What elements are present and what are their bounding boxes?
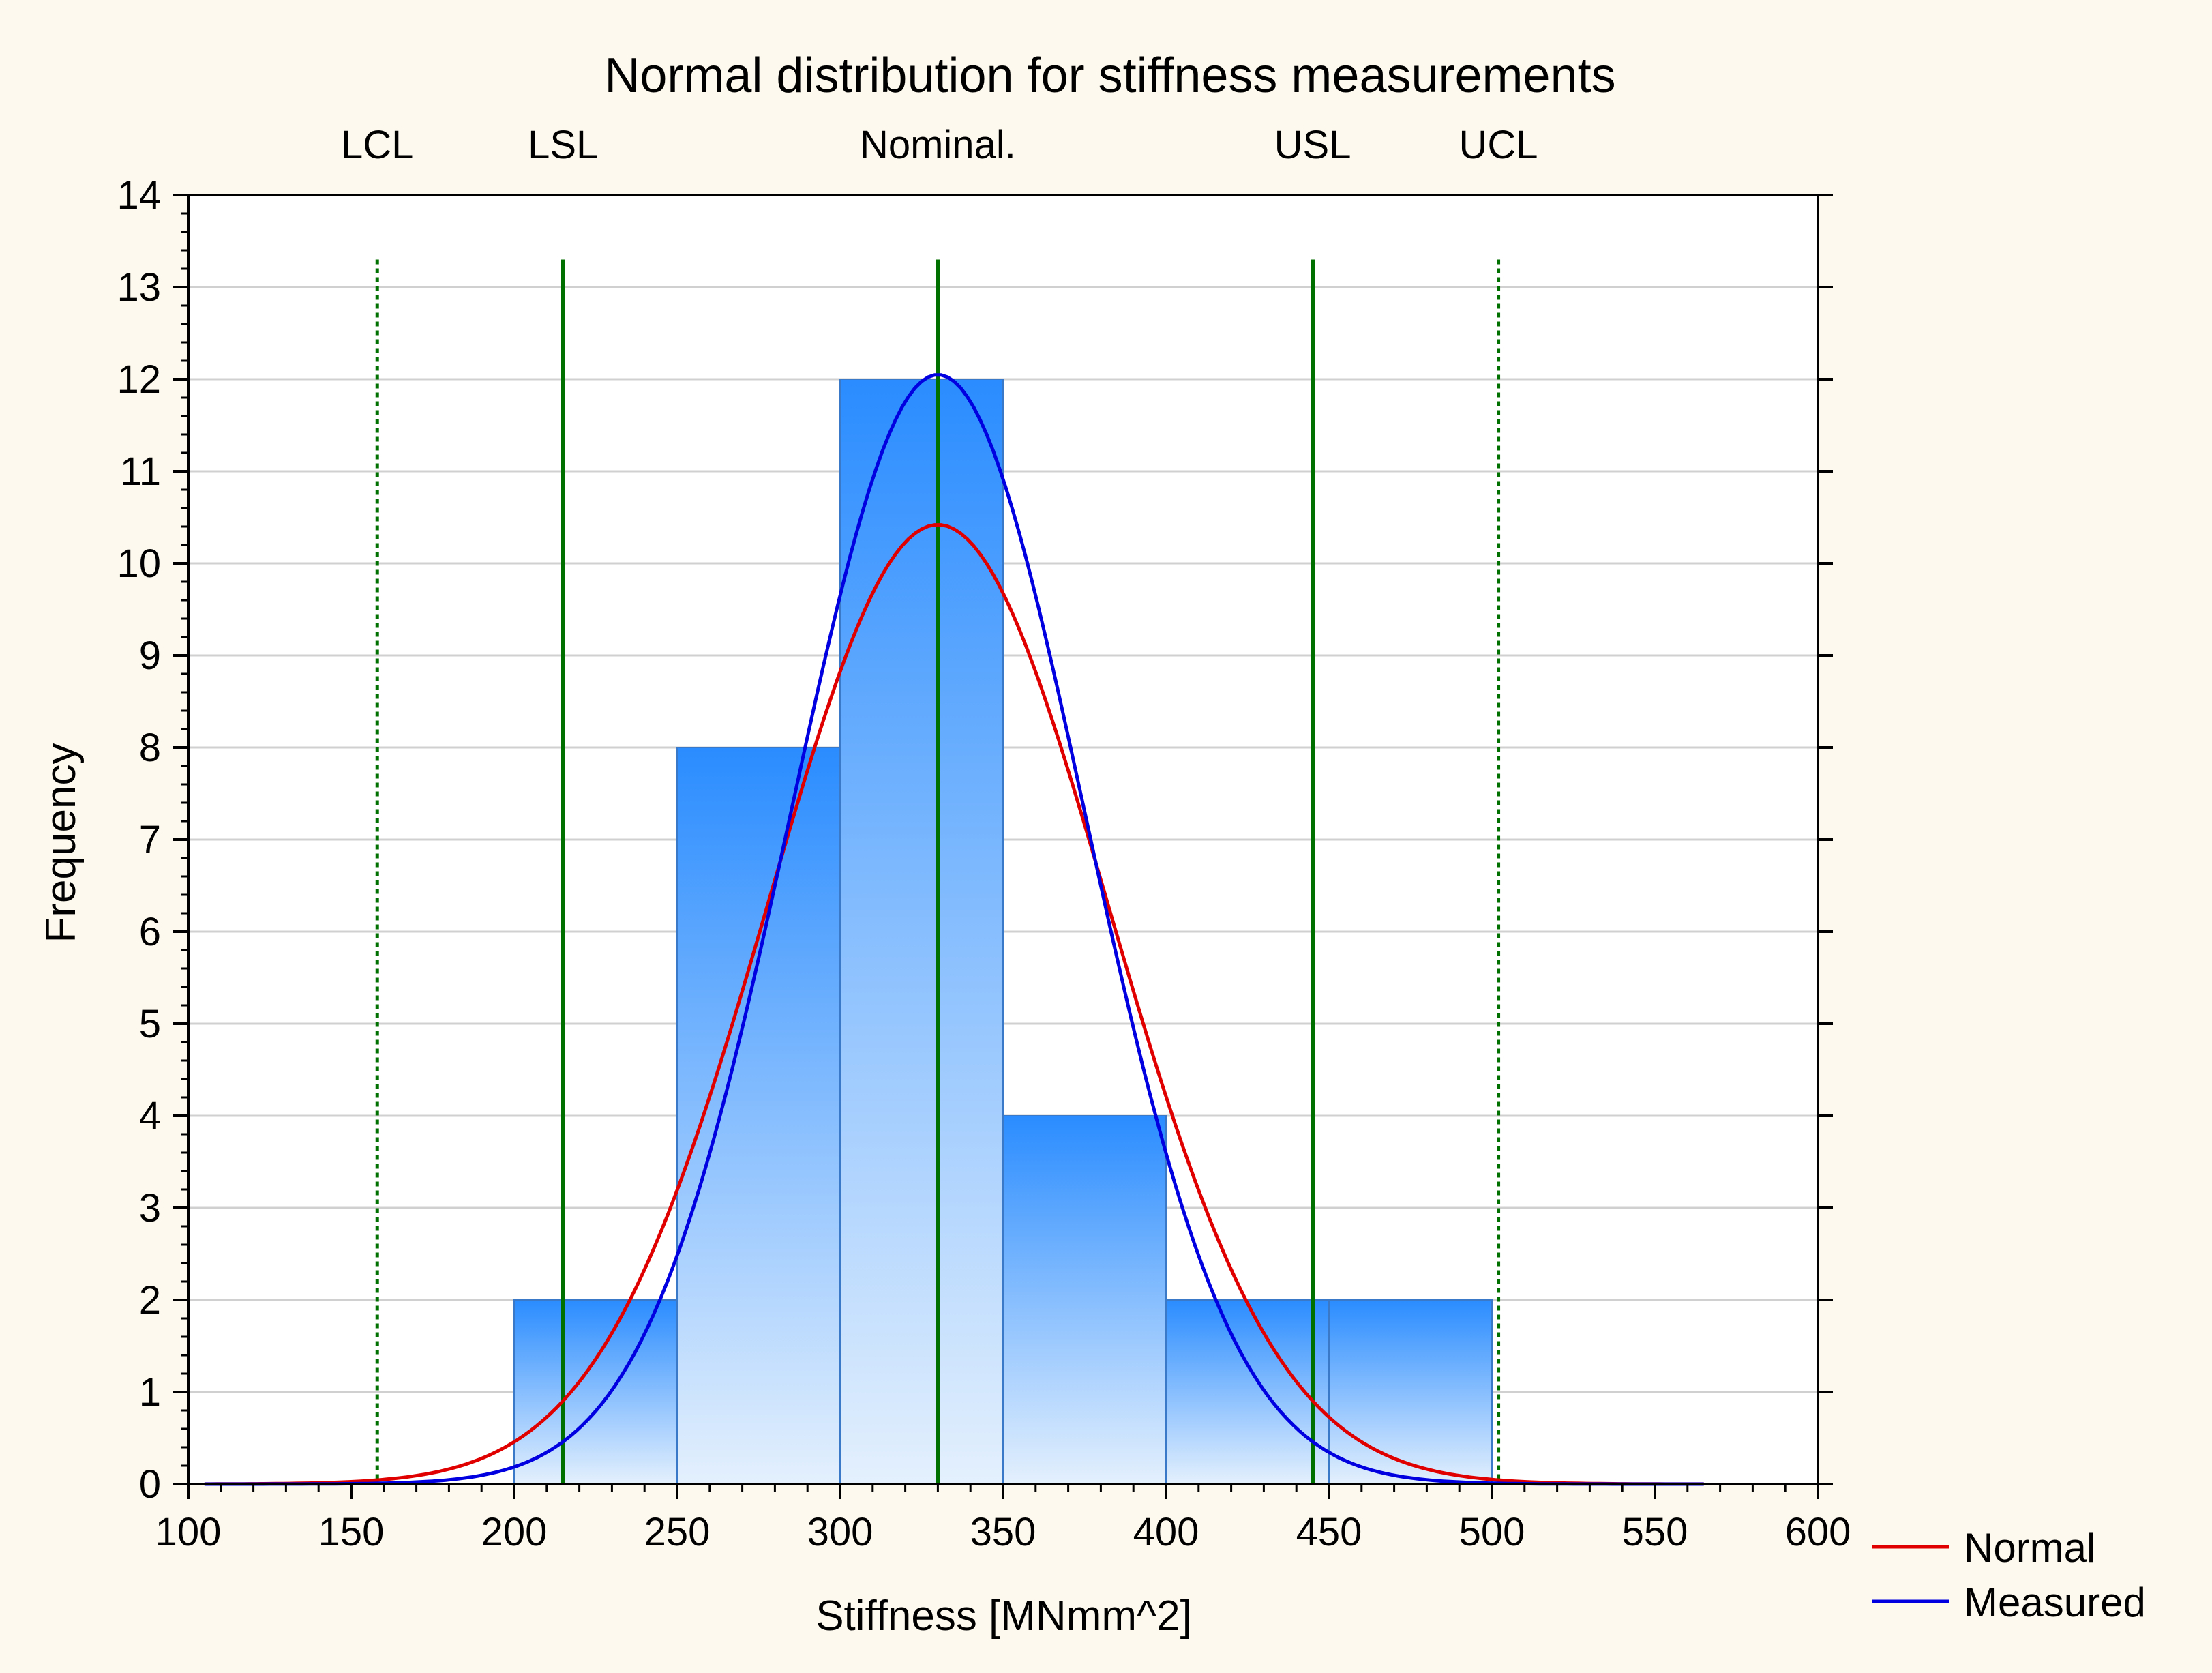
y-tick-label-0: 0 bbox=[139, 1462, 161, 1507]
y-tick-label-12: 12 bbox=[117, 357, 161, 402]
reference-label-ucl: UCL bbox=[1459, 123, 1538, 167]
x-tick-label-200: 200 bbox=[481, 1510, 548, 1554]
x-tick-label-500: 500 bbox=[1459, 1510, 1525, 1554]
x-tick-label-150: 150 bbox=[318, 1510, 385, 1554]
y-tick-label-14: 14 bbox=[117, 173, 161, 218]
axis-ticks bbox=[173, 194, 1833, 1499]
x-tick-label-250: 250 bbox=[644, 1510, 711, 1554]
legend-label-normal: Normal bbox=[1964, 1525, 2095, 1571]
y-tick-label-8: 8 bbox=[139, 726, 161, 770]
distribution-curves bbox=[204, 373, 1704, 1486]
y-tick-label-2: 2 bbox=[139, 1278, 161, 1322]
legend: Normal Measured bbox=[1872, 1525, 2146, 1625]
bar-300-350 bbox=[839, 379, 1004, 1485]
reference-lines bbox=[375, 259, 1501, 1484]
reference-label-lsl: LSL bbox=[528, 123, 598, 167]
y-tick-label-4: 4 bbox=[139, 1094, 161, 1138]
x-tick-label-300: 300 bbox=[807, 1510, 873, 1554]
y-tick-label-6: 6 bbox=[139, 910, 161, 954]
bar-400-450 bbox=[1165, 1299, 1330, 1485]
y-tick-label-9: 9 bbox=[139, 634, 161, 678]
y-tick-label-11: 11 bbox=[120, 449, 161, 494]
y-tick-label-10: 10 bbox=[117, 542, 161, 586]
y-tick-label-1: 1 bbox=[139, 1370, 161, 1415]
x-tick-label-600: 600 bbox=[1785, 1510, 1851, 1554]
y-tick-label-5: 5 bbox=[139, 1002, 161, 1046]
x-tick-label-100: 100 bbox=[155, 1510, 222, 1554]
curve-normal bbox=[204, 523, 1704, 1486]
bar-350-400 bbox=[1002, 1115, 1167, 1485]
y-tick-label-7: 7 bbox=[139, 818, 161, 862]
y-tick-label-13: 13 bbox=[117, 265, 161, 310]
reference-label-lcl: LCL bbox=[341, 123, 413, 167]
curve-measured bbox=[204, 373, 1704, 1486]
x-axis-label: Stiffness [MNmm^2] bbox=[816, 1593, 1192, 1640]
x-tick-label-550: 550 bbox=[1622, 1510, 1688, 1554]
x-tick-label-400: 400 bbox=[1133, 1510, 1199, 1554]
x-tick-label-350: 350 bbox=[970, 1510, 1036, 1554]
bar-450-500 bbox=[1328, 1299, 1493, 1485]
chart-title: Normal distribution for stiffness measur… bbox=[604, 48, 1615, 103]
y-tick-label-3: 3 bbox=[139, 1186, 161, 1230]
legend-label-measured: Measured bbox=[1964, 1580, 2146, 1625]
bar-200-250 bbox=[513, 1299, 678, 1485]
histogram-bars bbox=[513, 379, 1493, 1485]
x-tick-label-450: 450 bbox=[1296, 1510, 1362, 1554]
tick-labels: 100 150 200 250 300 350 400 450 500 550 6000123456… bbox=[117, 173, 1851, 1554]
reference-label-usl: USL bbox=[1274, 123, 1351, 167]
reference-label-nominal: Nominal. bbox=[860, 123, 1016, 167]
reference-labels: LCL LSL Nominal. USL UCL bbox=[341, 123, 1538, 167]
y-axis-label: Frequency bbox=[38, 743, 85, 943]
